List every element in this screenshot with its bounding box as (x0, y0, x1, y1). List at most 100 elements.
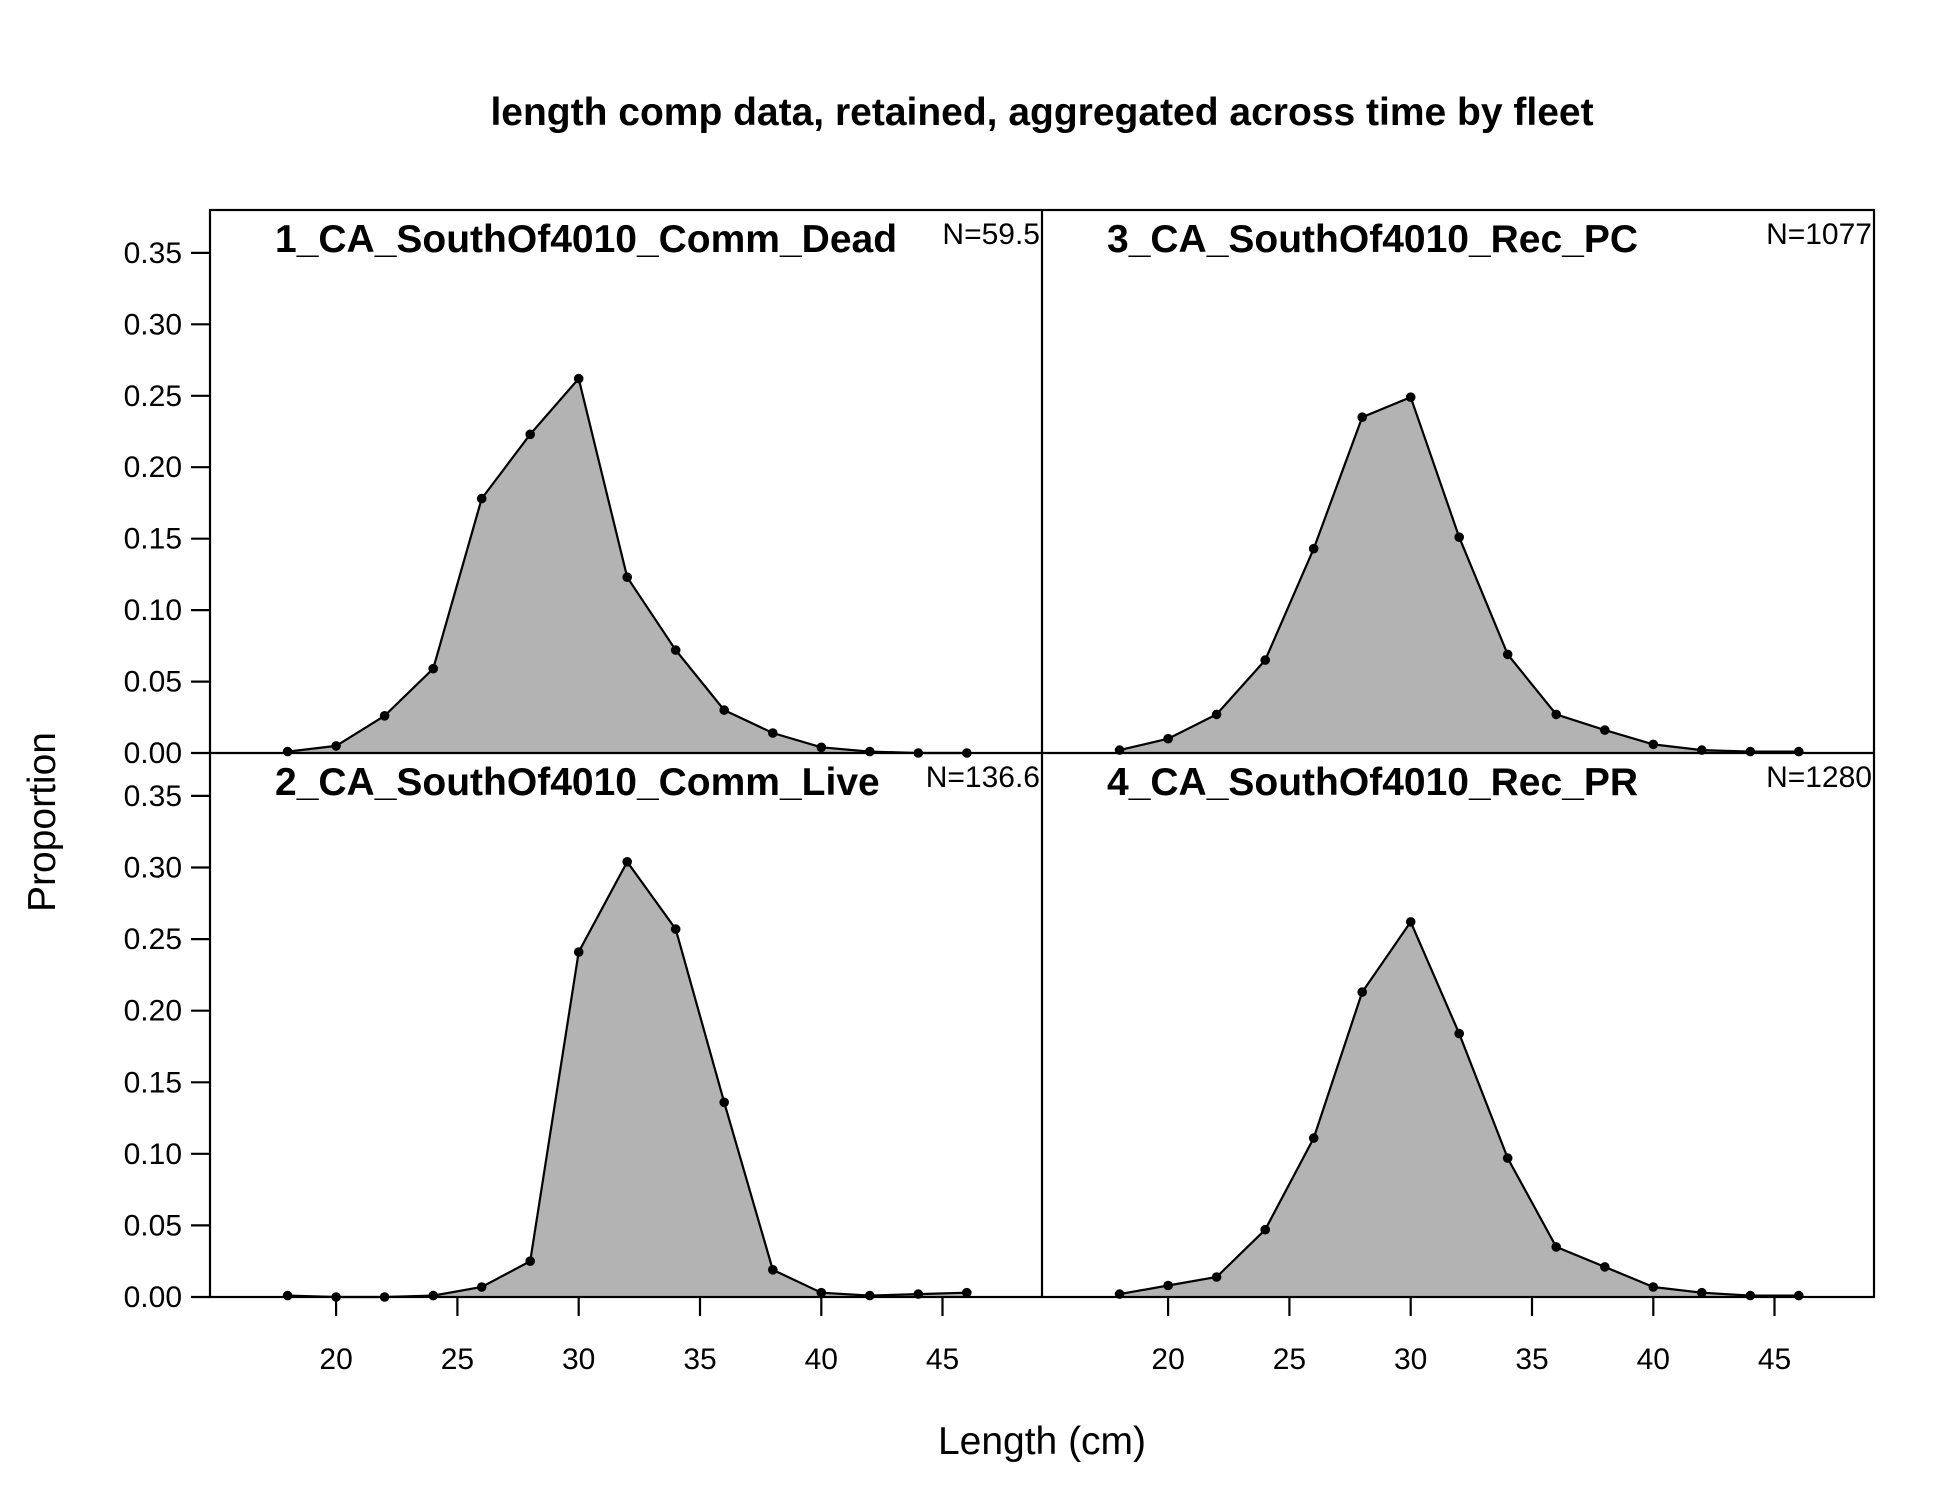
data-point-bottom-right-20 (1163, 1280, 1173, 1291)
x-axis-col-1: 20 25 30 35 40 45 (319, 1297, 959, 1376)
data-point-bottom-left-36 (719, 1097, 729, 1108)
y-tick-label: 0.25 (124, 923, 182, 956)
data-point-top-right-36 (1551, 709, 1561, 720)
data-point-top-left-24 (428, 663, 439, 674)
data-point-top-right-22 (1211, 709, 1222, 720)
y-tick-label: 0.10 (124, 1138, 182, 1171)
data-point-bottom-left-46 (962, 1287, 972, 1298)
x-tick-label: 35 (683, 1343, 716, 1376)
data-point-bottom-right-22 (1211, 1272, 1222, 1282)
data-point-bottom-left-32 (622, 857, 632, 867)
data-point-top-right-46 (1794, 746, 1804, 757)
series-area-bottom-right (1119, 921, 1799, 1297)
data-point-top-left-30 (573, 373, 584, 384)
series-area-top-right (1119, 397, 1799, 753)
x-tick-label: 45 (1758, 1343, 1791, 1376)
data-point-top-left-20 (331, 741, 341, 751)
x-tick-label: 35 (1515, 1343, 1548, 1376)
panel-n-label-top-left: N=59.5 (942, 218, 1040, 251)
data-point-bottom-left-38 (768, 1265, 778, 1275)
series-area-bottom-left (287, 861, 967, 1297)
y-tick-label: 0.25 (124, 380, 182, 413)
panel-title-bottom-right: 4_CA_SouthOf4010_Rec_PR (1107, 761, 1638, 804)
panel-n-label-bottom-left: N=136.6 (926, 761, 1040, 794)
y-axis-title: Proportion (21, 732, 64, 912)
chart-title: length comp data, retained, aggregated a… (490, 91, 1593, 134)
data-point-top-right-40 (1648, 739, 1659, 750)
y-tick-label: 0.20 (124, 451, 182, 484)
x-axis-col-2: 20 25 30 35 40 45 (1151, 1297, 1791, 1376)
data-point-top-right-24 (1260, 655, 1270, 665)
data-point-bottom-right-36 (1551, 1242, 1561, 1252)
data-point-top-left-22 (379, 711, 390, 721)
data-point-bottom-left-26 (476, 1282, 487, 1292)
y-tick-label: 0.05 (124, 1209, 182, 1242)
data-point-bottom-left-18 (282, 1290, 293, 1301)
x-tick-label: 20 (1151, 1343, 1184, 1376)
panel-top-right: 3_CA_SouthOf4010_Rec_PC N=1077 (1107, 218, 1872, 757)
data-point-top-right-28 (1357, 412, 1367, 423)
data-point-top-left-36 (719, 705, 729, 715)
panel-title-top-right: 3_CA_SouthOf4010_Rec_PC (1107, 218, 1638, 261)
y-tick-label: 0.00 (124, 737, 182, 770)
y-tick-label: 0.15 (124, 1066, 182, 1099)
axes-layer: 0.00 0.05 0.10 0.15 0.20 0.25 0.30 0.35 0.00 0.05… (124, 208, 1876, 1376)
y-tick-label: 0.35 (124, 780, 182, 813)
data-point-bottom-left-24 (428, 1290, 439, 1301)
y-axis-row-1: 0.00 0.05 0.10 0.15 0.20 0.25 0.30 0.35 (124, 237, 210, 770)
panel-bottom-right: 4_CA_SouthOf4010_Rec_PR N=1280 (1107, 761, 1872, 1301)
data-point-bottom-right-38 (1600, 1262, 1610, 1272)
data-point-bottom-left-42 (865, 1290, 875, 1301)
x-tick-label: 30 (562, 1343, 595, 1376)
panel-n-label-top-right: N=1077 (1766, 218, 1872, 251)
data-point-top-right-32 (1454, 532, 1464, 542)
data-point-top-right-30 (1405, 392, 1416, 403)
data-point-top-left-26 (476, 493, 487, 504)
panel-top-left: 1_CA_SouthOf4010_Comm_Dead N=59.5 (275, 218, 1040, 758)
y-tick-label: 0.05 (124, 666, 182, 699)
panel-title-top-left: 1_CA_SouthOf4010_Comm_Dead (275, 218, 897, 261)
data-point-bottom-left-30 (573, 947, 584, 957)
data-point-bottom-left-28 (525, 1256, 535, 1266)
data-point-bottom-right-46 (1794, 1290, 1804, 1301)
data-point-top-left-42 (865, 746, 875, 757)
data-point-top-left-32 (622, 572, 632, 582)
data-point-top-right-20 (1163, 733, 1173, 744)
data-point-bottom-right-40 (1648, 1282, 1659, 1292)
y-axis-row-2: 0.00 0.05 0.10 0.15 0.20 0.25 0.30 0.35 (124, 780, 210, 1314)
y-tick-label: 0.15 (124, 523, 182, 556)
data-point-top-left-18 (282, 746, 293, 757)
y-tick-label: 0.00 (124, 1281, 182, 1314)
data-point-bottom-right-26 (1308, 1133, 1319, 1143)
data-point-bottom-right-30 (1405, 917, 1416, 927)
x-tick-label: 40 (1637, 1343, 1670, 1376)
x-tick-label: 25 (441, 1343, 474, 1376)
data-point-top-right-44 (1745, 746, 1756, 757)
data-point-bottom-right-44 (1745, 1290, 1756, 1301)
data-point-bottom-right-28 (1357, 987, 1367, 997)
panel-n-label-bottom-right: N=1280 (1766, 761, 1872, 794)
x-tick-label: 30 (1394, 1343, 1427, 1376)
x-tick-label: 20 (319, 1343, 352, 1376)
x-tick-label: 25 (1273, 1343, 1306, 1376)
data-point-bottom-right-42 (1697, 1287, 1707, 1298)
panel-title-bottom-left: 2_CA_SouthOf4010_Comm_Live (275, 761, 880, 804)
data-point-top-right-34 (1502, 649, 1513, 660)
x-axis-title: Length (cm) (938, 1420, 1146, 1463)
data-point-top-right-38 (1600, 725, 1610, 735)
panel-bottom-left: 2_CA_SouthOf4010_Comm_Live N=136.6 (275, 761, 1040, 1302)
data-point-top-left-28 (525, 429, 535, 440)
y-tick-label: 0.30 (124, 308, 182, 341)
data-point-top-right-26 (1308, 543, 1319, 554)
x-tick-label: 45 (926, 1343, 959, 1376)
data-point-bottom-right-34 (1502, 1153, 1513, 1163)
y-tick-label: 0.30 (124, 852, 182, 885)
data-point-bottom-right-24 (1260, 1224, 1270, 1235)
y-tick-label: 0.10 (124, 594, 182, 627)
x-tick-label: 40 (805, 1343, 838, 1376)
panels-layer: 1_CA_SouthOf4010_Comm_Dead N=59.5 3_CA_Sou… (275, 218, 1872, 1302)
y-tick-label: 0.35 (124, 237, 182, 270)
data-point-bottom-left-34 (670, 924, 681, 934)
data-point-bottom-right-32 (1454, 1028, 1464, 1039)
